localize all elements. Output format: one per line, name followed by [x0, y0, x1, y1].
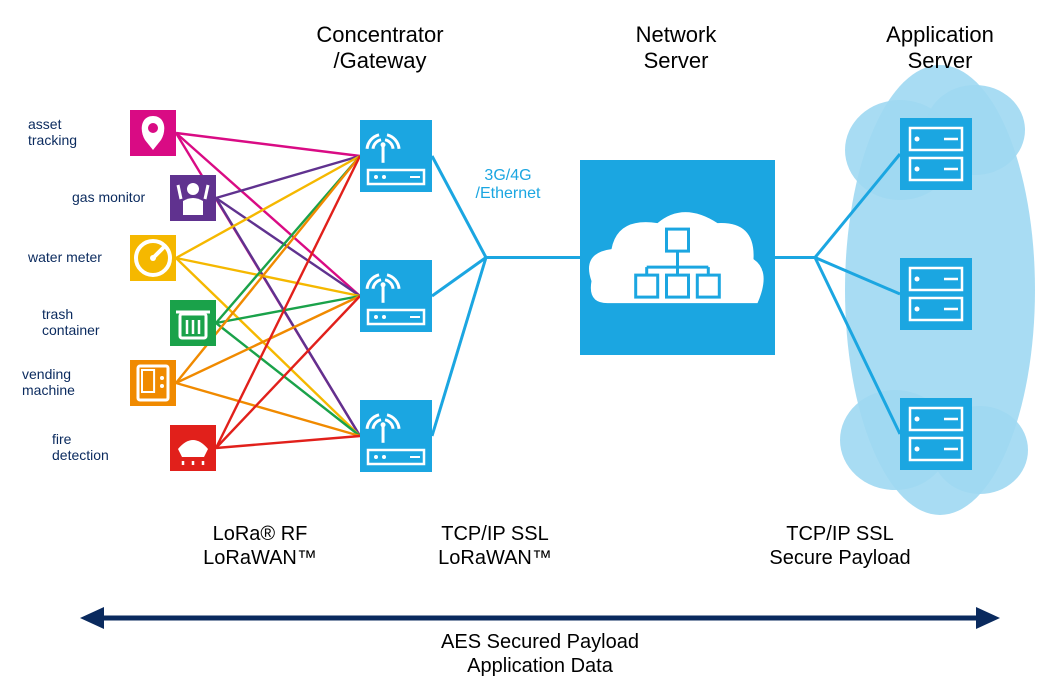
- network-server: [580, 160, 775, 355]
- device-asset-tracking: assettracking: [28, 110, 176, 156]
- link-gw2-ns: [432, 258, 486, 437]
- fire-detection-label-2: detection: [52, 447, 109, 463]
- device-trash-container: trashcontainer: [42, 300, 216, 346]
- gateway-1: [360, 260, 432, 332]
- protocol-left-line2: LoRaWAN™: [203, 547, 317, 569]
- app-server-1: [900, 258, 972, 330]
- aes-caption-line2: Application Data: [467, 655, 614, 677]
- asset-tracking-label-2: tracking: [28, 132, 77, 148]
- header-app-line1: Application: [886, 22, 994, 47]
- link-label-line2: /Ethernet: [476, 185, 541, 202]
- link-fire-detection-gw0: [216, 156, 360, 448]
- gateway-to-network-links: 3G/4G/Ethernet: [432, 156, 580, 436]
- asset-tracking-label: asset: [28, 116, 62, 132]
- gateway-2: [360, 400, 432, 472]
- header-gateway: Concentrator/Gateway: [316, 22, 443, 73]
- vending-machine-label-2: machine: [22, 382, 75, 398]
- link-asset-tracking-gw0: [176, 133, 360, 156]
- protocol-label-left: LoRa® RFLoRaWAN™: [203, 523, 317, 569]
- protocol-left-line1: LoRa® RF: [213, 523, 308, 545]
- aes-caption-line1: AES Secured Payload: [441, 631, 639, 653]
- water-meter-label: water meter: [27, 249, 102, 265]
- link-gw0-ns: [432, 156, 486, 258]
- device-vending-machine: vendingmachine: [22, 360, 176, 406]
- aes-span-arrow: AES Secured PayloadApplication Data: [80, 607, 1000, 677]
- protocol-mid-line1: TCP/IP SSL: [441, 523, 548, 545]
- protocol-label-mid: TCP/IP SSLLoRaWAN™: [438, 523, 552, 569]
- protocol-mid-line2: LoRaWAN™: [438, 547, 552, 569]
- app-server-2: [900, 398, 972, 470]
- gas-monitor-label: gas monitor: [72, 189, 145, 205]
- device-water-meter: water meter: [27, 235, 176, 281]
- header-network-line1: Network: [636, 22, 718, 47]
- header-gateway-line1: Concentrator: [316, 22, 443, 47]
- fire-detection-label: fire: [52, 431, 72, 447]
- link-trash-container-gw2: [216, 323, 360, 436]
- device-fire-detection: firedetection: [52, 425, 216, 471]
- link-gw1-ns: [432, 258, 486, 297]
- device-gas-monitor: gas monitor: [72, 175, 216, 221]
- protocol-label-right: TCP/IP SSLSecure Payload: [769, 523, 910, 569]
- header-network-line2: Server: [644, 48, 709, 73]
- protocol-right-line2: Secure Payload: [769, 547, 910, 569]
- link-label-line1: 3G/4G: [484, 167, 531, 184]
- gateway-0: [360, 120, 432, 192]
- trash-container-label-2: container: [42, 322, 100, 338]
- app-server-0: [900, 118, 972, 190]
- header-gateway-line2: /Gateway: [334, 48, 427, 73]
- protocol-right-line1: TCP/IP SSL: [786, 523, 893, 545]
- link-gas-monitor-gw0: [216, 156, 360, 198]
- header-network: NetworkServer: [636, 22, 718, 73]
- vending-machine-label: vending: [22, 366, 71, 382]
- header-app-line2: Server: [908, 48, 973, 73]
- trash-container-label: trash: [42, 306, 73, 322]
- link-fire-detection-gw2: [216, 436, 360, 448]
- header-app: ApplicationServer: [886, 22, 994, 73]
